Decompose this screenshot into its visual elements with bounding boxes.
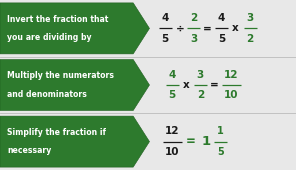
Text: 1: 1 [217, 126, 224, 136]
Text: 3: 3 [190, 34, 197, 44]
Text: 2: 2 [190, 13, 197, 23]
Text: =: = [185, 135, 195, 148]
Text: 12: 12 [224, 70, 239, 80]
Text: 5: 5 [217, 147, 224, 157]
Text: 4: 4 [162, 13, 169, 23]
Text: =: = [210, 80, 219, 90]
Text: 5: 5 [169, 90, 176, 100]
Polygon shape [0, 3, 149, 54]
Text: 10: 10 [224, 90, 239, 100]
Text: 2: 2 [247, 34, 254, 44]
Text: 4: 4 [169, 70, 176, 80]
Polygon shape [0, 116, 149, 167]
Polygon shape [0, 59, 149, 110]
Text: 4: 4 [218, 13, 225, 23]
Text: 5: 5 [218, 34, 225, 44]
Text: you are dividing by: you are dividing by [7, 33, 92, 42]
Text: Invert the fraction that: Invert the fraction that [7, 15, 109, 23]
Text: 3: 3 [197, 70, 204, 80]
Text: 1: 1 [201, 135, 210, 148]
Text: 12: 12 [165, 126, 179, 136]
Text: and denominators: and denominators [7, 90, 87, 99]
Text: x: x [232, 23, 239, 33]
Text: 5: 5 [162, 34, 169, 44]
Text: 10: 10 [165, 147, 179, 157]
Text: Multiply the numerators: Multiply the numerators [7, 71, 114, 80]
Text: necessary: necessary [7, 147, 52, 155]
Text: x: x [183, 80, 190, 90]
Text: Simplify the fraction if: Simplify the fraction if [7, 128, 106, 137]
Text: ÷: ÷ [176, 23, 184, 33]
Text: 3: 3 [247, 13, 254, 23]
Text: =: = [203, 23, 212, 33]
Text: 2: 2 [197, 90, 204, 100]
